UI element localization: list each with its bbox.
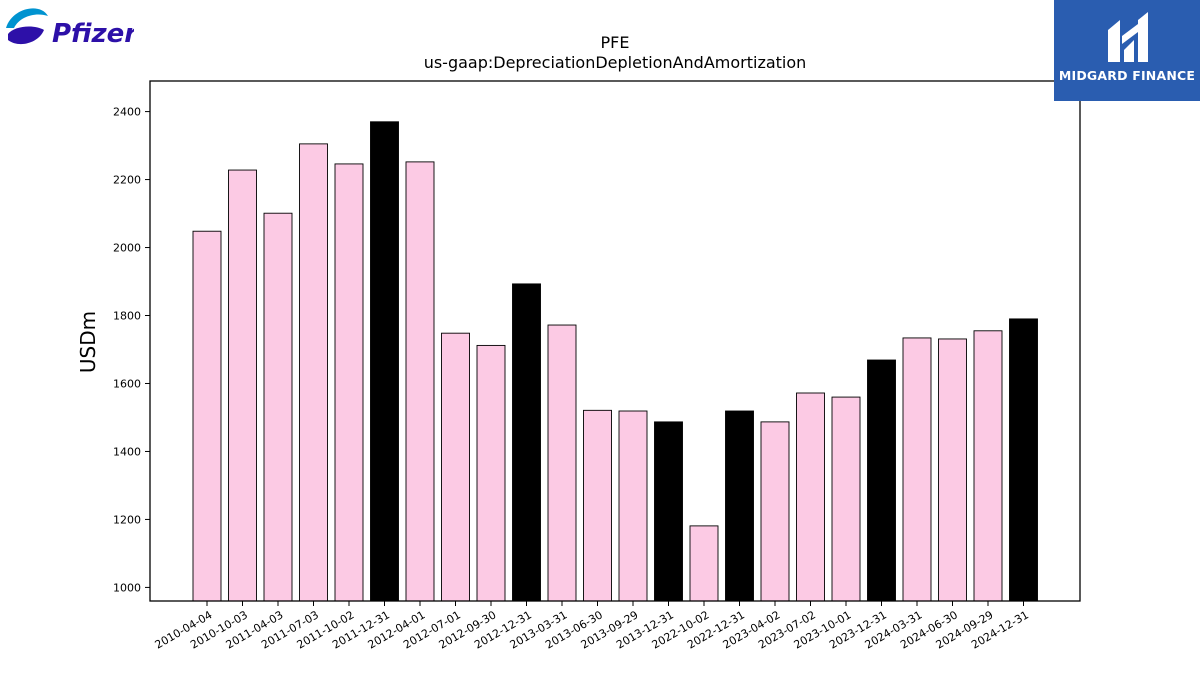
bar-2011-10-02 bbox=[334, 163, 364, 602]
midgard-finance-logo: MIDGARD FINANCE bbox=[1054, 0, 1200, 101]
y-tick-label: 2200 bbox=[113, 174, 141, 187]
y-tick-label: 2000 bbox=[113, 242, 141, 255]
bar-2012-12-31 bbox=[512, 283, 541, 602]
plot-frame bbox=[149, 80, 1081, 602]
bar-2024-06-30 bbox=[938, 338, 967, 602]
bar-2023-07-02 bbox=[796, 392, 825, 602]
bar-2013-12-31 bbox=[654, 421, 683, 602]
y-tick-label: 1000 bbox=[113, 581, 141, 594]
midgard-mark-icon bbox=[1108, 12, 1148, 62]
bar-2022-12-31 bbox=[725, 410, 754, 602]
y-tick-label: 1400 bbox=[113, 445, 141, 458]
chart-subtitle: us-gaap:DepreciationDepletionAndAmortiza… bbox=[424, 53, 807, 72]
bar-2024-03-31 bbox=[902, 337, 932, 602]
y-tick-label: 1800 bbox=[113, 310, 141, 323]
bar-2012-04-01 bbox=[405, 161, 435, 602]
bar-2012-09-30 bbox=[476, 344, 506, 602]
bar-2023-04-02 bbox=[760, 421, 790, 602]
y-axis: 1000 1200 1400 1600 1800 2000 2200 2400 bbox=[113, 106, 150, 594]
bar-2010-10-03 bbox=[228, 169, 257, 602]
y-tick-label: 2400 bbox=[113, 106, 141, 119]
bar-2013-09-29 bbox=[618, 410, 648, 602]
bar-2010-04-04 bbox=[192, 230, 222, 602]
x-axis: 2010-04-042010-10-032011-04-032011-07-03… bbox=[153, 601, 1031, 652]
bar-2024-12-31 bbox=[1009, 318, 1038, 602]
y-axis-label: USDm bbox=[76, 311, 100, 373]
pfizer-wordmark: Pfizer bbox=[52, 19, 134, 49]
bar-group bbox=[192, 121, 1038, 602]
pfizer-mark-icon: Pfizer bbox=[6, 8, 139, 49]
pfizer-logo: Pfizer bbox=[4, 4, 139, 56]
bar-2023-12-31 bbox=[867, 359, 896, 602]
bar-2022-10-02 bbox=[689, 525, 719, 602]
bar-2012-07-01 bbox=[441, 332, 470, 602]
midgard-wordmark: MIDGARD FINANCE bbox=[1058, 68, 1196, 83]
bar-2011-07-03 bbox=[299, 143, 328, 602]
bar-2024-09-29 bbox=[973, 330, 1003, 602]
bar-2013-03-31 bbox=[547, 324, 577, 602]
y-tick-label: 1600 bbox=[113, 377, 141, 390]
y-tick-label: 1200 bbox=[113, 513, 141, 526]
bar-2013-06-30 bbox=[583, 409, 612, 602]
bar-2011-12-31 bbox=[370, 121, 399, 602]
bar-2011-04-03 bbox=[263, 212, 293, 602]
chart-title: PFE bbox=[601, 33, 630, 52]
bar-2023-10-01 bbox=[831, 396, 861, 602]
